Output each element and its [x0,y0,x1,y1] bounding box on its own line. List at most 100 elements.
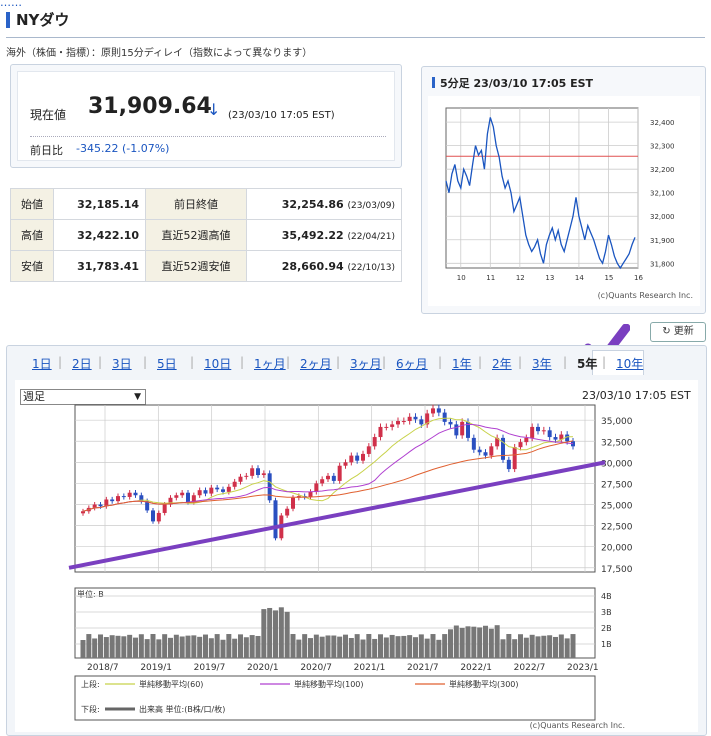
tab-range-2[interactable]: 2日 [72,357,92,371]
candle-body [168,497,173,505]
tab-range-9[interactable]: 6ヶ月 [396,357,428,371]
candle-body [419,419,424,425]
title-divider [6,37,705,38]
tab-range-13[interactable]: 5年 [577,357,598,371]
mini-y-tick: 32,300 [650,143,675,151]
x-tick-label: 2023/1 [567,663,599,673]
tab-range-3[interactable]: 3日 [112,357,132,371]
tab-range-1[interactable]: 1日 [32,357,52,371]
price-timestamp: (23/03/10 17:05 EST) [228,110,335,121]
volume-bar [477,627,483,658]
x-tick-label: 2022/7 [514,663,546,673]
candle-body [92,504,97,508]
legend-entry: 出来高 単位:(B株/口/枚) [139,704,225,714]
candle-body [180,492,185,496]
tab-range-8[interactable]: 3ヶ月 [350,357,382,371]
volume-bar [523,637,529,658]
volume-bar [284,611,290,658]
tab-range-7[interactable]: 2ヶ月 [300,357,332,371]
candle-body [466,421,470,438]
stat-value: 35,492.22 [281,228,344,242]
volume-bar [395,636,401,658]
volume-bar [156,639,162,658]
tab-range-14[interactable]: 10年 [616,357,644,371]
interval-select[interactable]: 週足 ▼ [20,389,146,405]
candle-body [104,499,109,507]
candle-body [355,455,360,461]
volume-bar [296,639,302,658]
history-chart-credit: (c)Quants Research Inc. [530,721,625,730]
volume-bar [197,636,203,658]
volume-bar [518,634,523,658]
candle-body [571,441,575,447]
candle-body [121,496,126,498]
volume-bar [249,635,255,658]
stat-label: 高値 [10,219,54,251]
candle-body [291,497,295,509]
stat-value: 32,254.86 [281,197,344,211]
tab-range-4[interactable]: 5日 [157,357,177,371]
price-y-tick: 32,500 [601,438,633,448]
volume-bar [564,638,570,658]
stat-label: 直近52週安値 [145,250,247,282]
candle-body [139,495,144,502]
candle-body [471,437,476,450]
volume-bar [512,639,518,658]
volume-bar [488,628,494,658]
candle-body [110,499,115,502]
stat-value: 31,783.41 [52,250,147,282]
volume-y-tick: 2B [601,624,612,633]
refresh-button[interactable]: ↻ 更新 [650,322,706,342]
candle-body [401,421,406,423]
candle-body [524,437,529,443]
candle-body [256,468,260,476]
candle-body [501,437,505,460]
volume-y-tick: 1B [601,640,612,649]
mini-y-tick: 31,900 [650,237,675,245]
volume-bar [413,637,418,658]
candle-body [250,468,255,476]
volume-bar [366,634,372,658]
volume-bar [243,637,249,658]
volume-bar [121,636,127,658]
candle-body [320,479,325,484]
tab-range-12[interactable]: 3年 [532,357,552,371]
tab-separator: | [58,355,63,369]
moving-average-line-3 [82,440,574,512]
stat-date: (22/04/21) [347,231,395,242]
volume-bar [378,634,383,658]
mini-x-tick: 10 [457,274,466,282]
volume-bar [290,634,296,658]
candle-body [133,492,138,496]
candle-body [267,473,272,501]
volume-bar [483,625,488,658]
legend-upper-label: 上段: [81,679,100,689]
volume-bar [389,634,395,658]
volume-bar [313,634,319,658]
volume-bar [424,638,430,658]
volume-bar [459,627,465,658]
volume-bar [179,636,185,658]
price-y-tick: 20,000 [601,544,633,554]
breadcrumb[interactable]: …… [0,0,22,9]
x-tick-label: 2022/1 [460,663,492,673]
tab-range-6[interactable]: 1ヶ月 [254,357,286,371]
volume-bar [553,636,558,658]
tab-range-10[interactable]: 1年 [452,357,472,371]
candle-body [186,492,190,502]
mini-x-tick: 15 [604,274,613,282]
tab-separator: | [563,355,568,369]
tab-range-11[interactable]: 2年 [492,357,512,371]
volume-bar [448,629,453,658]
tab-range-5[interactable]: 10日 [204,357,232,371]
mini-x-tick: 11 [486,274,495,282]
stat-value-dated: 32,254.86 (23/03/09) [245,188,403,220]
history-timestamp: 23/03/10 17:05 EST [582,389,691,402]
price-inner: 現在値 31,909.64 ↓ (23/03/10 17:05 EST) 前日比… [17,71,395,161]
volume-bar [506,634,512,658]
candle-body [448,421,453,425]
candle-body [442,412,447,422]
volume-bar [92,638,98,658]
candle-body [547,430,552,438]
volume-bar [208,638,214,658]
